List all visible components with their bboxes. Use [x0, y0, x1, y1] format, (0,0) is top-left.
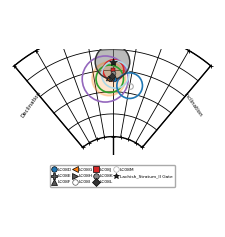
Text: Declination: Declination	[20, 91, 42, 119]
Legend: LC08D, LC08E, LC08F, LC08G, LC08H, LC08I, LC08J, LC08K, LC08L, LC08M, Lachish_St: LC08D, LC08E, LC08F, LC08G, LC08H, LC08I…	[50, 165, 175, 187]
Circle shape	[95, 45, 130, 79]
Text: Inclination: Inclination	[183, 92, 203, 118]
Circle shape	[92, 62, 126, 96]
Text: NORTH: NORTH	[97, 172, 128, 181]
